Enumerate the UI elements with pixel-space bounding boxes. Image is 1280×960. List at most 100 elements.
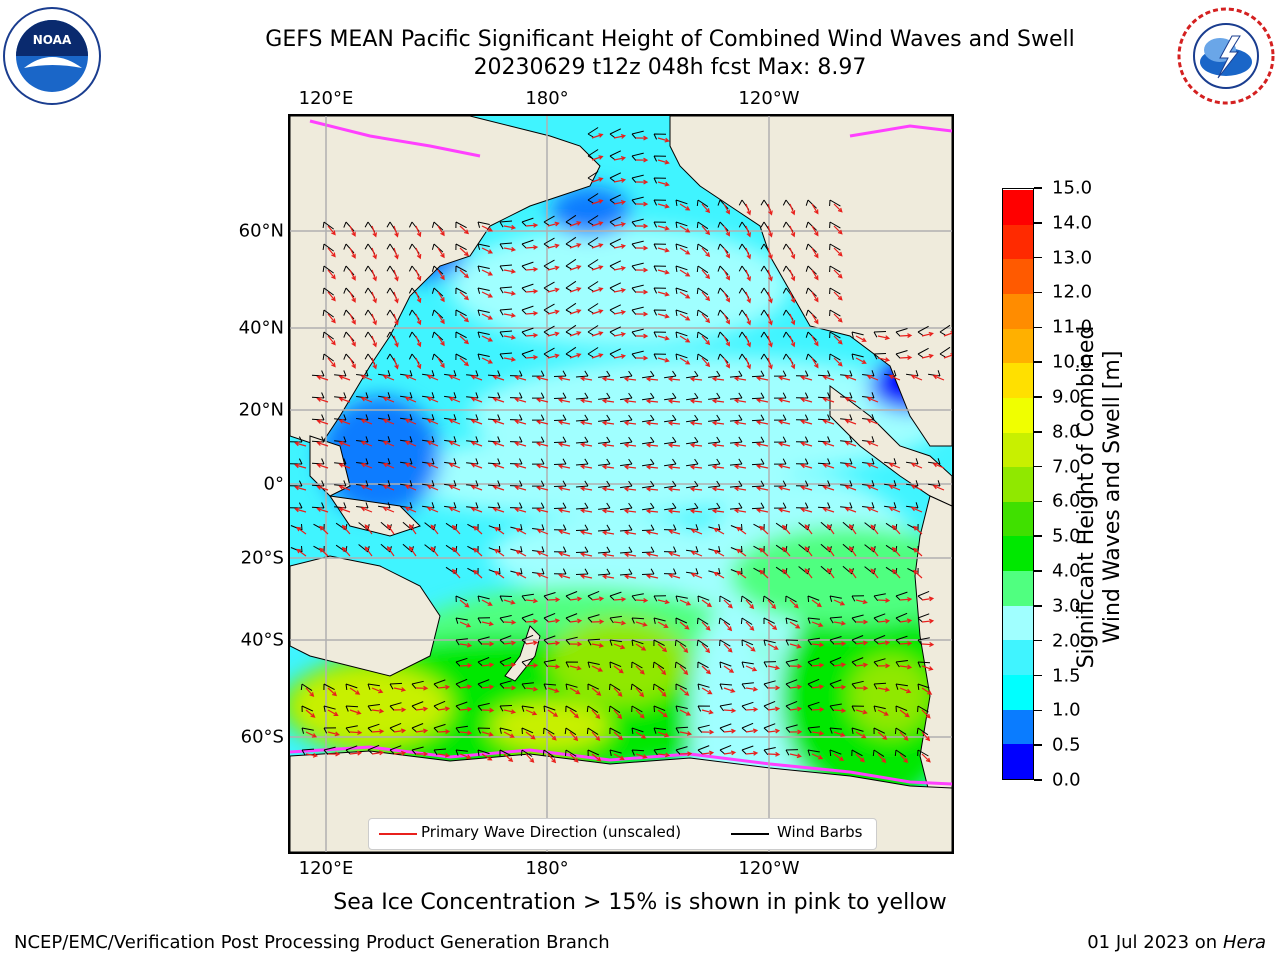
wind-barb bbox=[477, 679, 490, 689]
wind-barb bbox=[696, 639, 709, 648]
colorbar-tick bbox=[1034, 570, 1042, 572]
wave-direction-arrow bbox=[767, 599, 777, 610]
wave-direction-arrow bbox=[657, 643, 668, 653]
wind-barb bbox=[598, 392, 611, 400]
wave-direction-arrow bbox=[481, 291, 494, 298]
wind-barb bbox=[575, 568, 589, 575]
wind-barb bbox=[686, 568, 699, 575]
wave-direction-arrow bbox=[503, 246, 517, 252]
wave-direction-arrow bbox=[689, 486, 703, 492]
wind-barb bbox=[851, 595, 865, 602]
colorbar-tick-label: 0.0 bbox=[1052, 769, 1081, 791]
wave-direction-arrow bbox=[591, 619, 605, 625]
wave-direction-arrow bbox=[679, 247, 691, 255]
wind-barb bbox=[609, 238, 622, 248]
wave-direction-arrow bbox=[635, 179, 649, 185]
wind-barb bbox=[466, 436, 479, 443]
wave-direction-arrow bbox=[877, 335, 891, 340]
wave-direction-arrow bbox=[635, 267, 649, 273]
wave-direction-arrow bbox=[657, 687, 667, 697]
wave-direction-arrow bbox=[459, 621, 472, 628]
wave-direction-arrow bbox=[613, 134, 627, 139]
wave-direction-arrow bbox=[492, 507, 505, 513]
wave-direction-arrow bbox=[899, 640, 913, 646]
wind-barb bbox=[620, 370, 633, 379]
wind-barb bbox=[477, 309, 490, 316]
wind-barb bbox=[509, 502, 523, 509]
wind-barb bbox=[609, 150, 622, 160]
wind-barb bbox=[840, 414, 853, 421]
wind-barb bbox=[653, 683, 665, 691]
wave-direction-arrow bbox=[789, 706, 803, 712]
wind-barb bbox=[642, 414, 655, 423]
wind-barb bbox=[487, 392, 501, 399]
wind-barb bbox=[696, 353, 709, 362]
wave-direction-arrow bbox=[569, 353, 582, 359]
wind-barb bbox=[444, 392, 457, 399]
wave-direction-arrow bbox=[459, 730, 473, 736]
wave-direction-arrow bbox=[525, 244, 539, 250]
wave-direction-arrow bbox=[613, 731, 624, 741]
wave-direction-arrow bbox=[833, 599, 846, 606]
colorbar-segment bbox=[1003, 328, 1033, 364]
wind-barb bbox=[696, 199, 709, 208]
wave-direction-arrow bbox=[294, 441, 307, 447]
wind-barb bbox=[477, 331, 490, 338]
wave-direction-arrow bbox=[613, 288, 627, 293]
wind-barb bbox=[773, 458, 787, 465]
wind-barb bbox=[653, 747, 666, 756]
wave-direction-arrow bbox=[360, 506, 373, 513]
wave-direction-arrow bbox=[800, 507, 813, 513]
wave-direction-arrow bbox=[745, 665, 758, 672]
wind-barb bbox=[587, 614, 600, 623]
wave-direction-arrow bbox=[899, 753, 909, 764]
wave-direction-arrow bbox=[547, 618, 561, 624]
wave-direction-arrow bbox=[877, 687, 891, 692]
wind-barb bbox=[477, 702, 490, 711]
wind-barb bbox=[873, 682, 887, 690]
wind-barb bbox=[586, 705, 599, 714]
wave-direction-arrow bbox=[745, 357, 751, 370]
wave-direction-arrow bbox=[679, 291, 691, 299]
wind-barb bbox=[663, 546, 677, 553]
wave-direction-arrow bbox=[713, 549, 725, 557]
wave-direction-arrow bbox=[316, 463, 329, 469]
wind-barb bbox=[741, 639, 754, 647]
wind-barb bbox=[697, 745, 710, 755]
wind-barb bbox=[773, 480, 787, 487]
wave-direction-arrow bbox=[371, 291, 377, 304]
wave-direction-arrow bbox=[536, 485, 549, 491]
wind-barb bbox=[807, 678, 820, 689]
wave-direction-arrow bbox=[921, 641, 935, 647]
wind-barb bbox=[477, 636, 490, 645]
wave-direction-arrow bbox=[536, 507, 549, 513]
sea-ice-note: Sea Ice Concentration > 15% is shown in … bbox=[333, 890, 947, 915]
wave-direction-arrow bbox=[371, 708, 385, 714]
wave-direction-arrow bbox=[711, 486, 725, 492]
wave-direction-arrow bbox=[822, 441, 835, 447]
wave-direction-arrow bbox=[557, 464, 571, 469]
wave-direction-arrow bbox=[451, 546, 461, 557]
wave-direction-arrow bbox=[470, 419, 483, 425]
wind-barb bbox=[795, 458, 809, 465]
wave-direction-arrow bbox=[899, 333, 913, 339]
wind-barb bbox=[356, 392, 369, 399]
wind-barb bbox=[455, 353, 467, 361]
wave-direction-arrow bbox=[767, 728, 781, 734]
wave-direction-arrow bbox=[921, 353, 934, 359]
wind-barb bbox=[697, 705, 711, 712]
wind-barb bbox=[565, 749, 577, 757]
wave-direction-arrow bbox=[657, 291, 670, 297]
wind-barb bbox=[785, 679, 798, 689]
wind-barb bbox=[543, 281, 555, 292]
wind-barb bbox=[521, 613, 534, 623]
wind-barb-swatch bbox=[731, 833, 769, 835]
wind-barb bbox=[565, 705, 577, 713]
wind-barb bbox=[917, 325, 929, 336]
wind-barb bbox=[378, 436, 391, 443]
wind-barb bbox=[829, 309, 841, 317]
wave-direction-arrow bbox=[826, 523, 835, 535]
wind-barb bbox=[873, 727, 886, 735]
wave-direction-arrow bbox=[415, 357, 422, 370]
wind-barb bbox=[785, 749, 799, 756]
